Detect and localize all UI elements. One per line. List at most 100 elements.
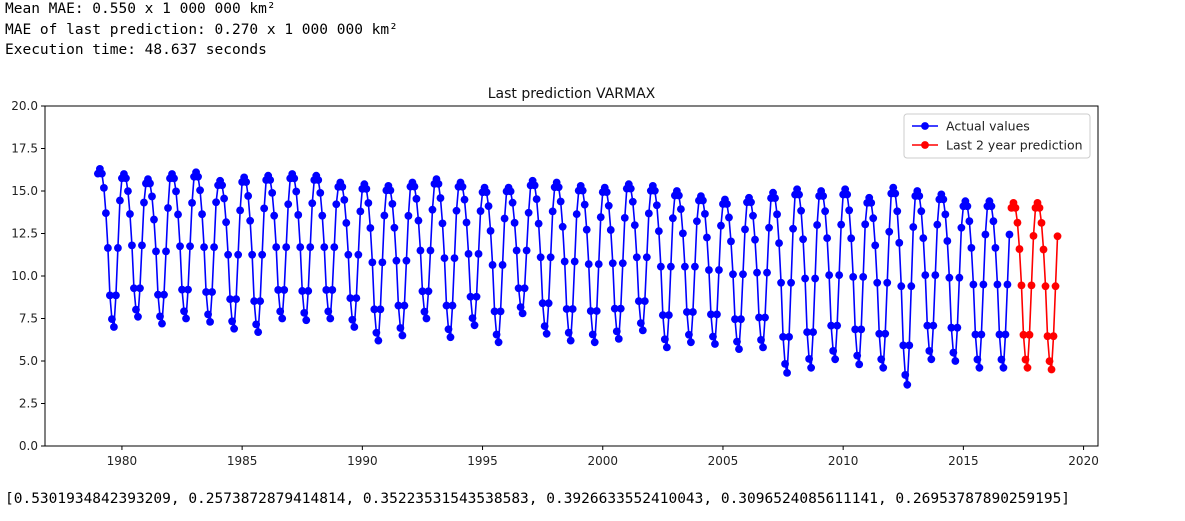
data-point (134, 312, 142, 321)
data-point (709, 332, 717, 341)
data-point (370, 305, 379, 314)
data-point (268, 188, 277, 197)
data-point (110, 323, 118, 331)
data-point (270, 211, 279, 220)
data-point (741, 225, 749, 234)
data-point (807, 363, 816, 372)
data-point (556, 197, 565, 206)
data-point (1005, 230, 1014, 239)
data-point (328, 286, 337, 294)
mae-list-output: [0.5301934842393209, 0.2573872879414814,… (5, 491, 1071, 507)
data-point (707, 310, 715, 319)
data-point (402, 256, 411, 265)
data-point (829, 346, 838, 355)
data-point (1015, 245, 1024, 253)
data-point (903, 380, 912, 389)
data-point (594, 260, 603, 268)
data-point (278, 314, 287, 323)
data-point (218, 181, 227, 190)
data-point (356, 207, 365, 216)
data-point (674, 191, 683, 200)
data-point (606, 226, 615, 234)
data-point (596, 213, 605, 222)
data-point (610, 304, 619, 313)
legend-label: Actual values (946, 119, 1030, 134)
data-point (276, 307, 285, 316)
axes: 0.0 2.5 5.0 7.5 10.0 12.5 15.0 17.5 20.0 1980 1985… (11, 99, 1099, 468)
data-point (114, 244, 122, 252)
data-point (320, 243, 329, 252)
data-point (176, 242, 184, 251)
data-point (652, 201, 661, 210)
data-point (138, 241, 146, 250)
data-point (140, 198, 148, 207)
data-point (292, 187, 301, 196)
data-point (811, 274, 820, 283)
data-point (626, 184, 635, 193)
data-point (538, 299, 547, 308)
data-point (442, 301, 451, 310)
data-point (258, 250, 267, 259)
data-point (997, 355, 1006, 364)
data-point (116, 196, 124, 205)
data-point (410, 182, 419, 191)
data-point (378, 258, 387, 267)
data-point (164, 204, 172, 212)
data-point (314, 176, 323, 184)
data-point (660, 335, 669, 344)
data-point (582, 225, 591, 234)
data-point (368, 258, 377, 267)
data-point (755, 313, 763, 322)
data-point (678, 229, 687, 238)
data-point (987, 202, 996, 211)
data-point (1045, 357, 1054, 366)
data-point (308, 199, 317, 208)
data-point (973, 355, 982, 364)
data-point (658, 311, 667, 319)
data-point (436, 194, 445, 202)
data-point (749, 211, 757, 220)
data-point (905, 341, 914, 350)
data-point (827, 321, 836, 330)
data-point (775, 239, 783, 248)
data-point (921, 271, 930, 280)
data-point (715, 266, 723, 274)
data-point (739, 270, 747, 279)
data-point (494, 338, 503, 347)
data-point (400, 301, 409, 310)
data-point (580, 200, 589, 209)
data-point (1051, 282, 1060, 291)
data-point (404, 211, 413, 220)
data-point (412, 194, 421, 203)
data-point (979, 280, 988, 289)
data-point (699, 196, 707, 205)
last-mae-text: MAE of last prediction: 0.270 x 1 000 00… (5, 22, 398, 38)
series-prediction (1007, 199, 1062, 374)
data-point (518, 309, 527, 318)
y-tick-label: 12.5 (11, 227, 38, 241)
data-point (302, 316, 311, 325)
x-tick-label: 2005 (708, 454, 739, 468)
y-tick-label: 5.0 (19, 354, 38, 368)
data-point (474, 250, 483, 258)
data-point (689, 308, 697, 316)
data-point (809, 328, 818, 336)
x-tick-label: 1985 (227, 454, 258, 468)
data-point (230, 324, 239, 333)
data-point (274, 286, 283, 294)
data-point (254, 328, 263, 336)
data-point (1019, 330, 1028, 339)
data-point (152, 247, 160, 256)
data-point (202, 288, 210, 296)
data-point (925, 346, 934, 355)
data-point (280, 286, 289, 294)
data-point (418, 287, 427, 296)
data-point (845, 206, 854, 215)
y-tick-label: 20.0 (11, 99, 38, 113)
data-point (999, 363, 1008, 372)
data-point (124, 187, 132, 196)
data-point (326, 314, 335, 323)
y-tick-label: 0.0 (19, 439, 38, 453)
data-point (348, 315, 357, 324)
data-point (945, 273, 954, 282)
